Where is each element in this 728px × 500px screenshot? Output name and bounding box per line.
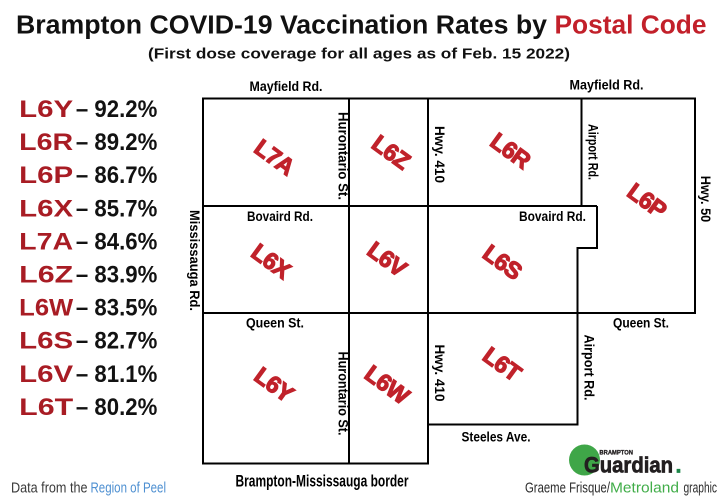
svg-text:.: .	[676, 453, 682, 478]
svg-text:Hurontario St.: Hurontario St.	[336, 352, 352, 436]
svg-text:L6Y: L6Y	[19, 96, 73, 123]
svg-text:L6Z: L6Z	[19, 262, 73, 289]
svg-text:Airport Rd.: Airport Rd.	[586, 124, 602, 180]
svg-text:– 80.2%: – 80.2%	[76, 394, 158, 421]
svg-text:– 84.6%: – 84.6%	[76, 228, 158, 255]
svg-text:L7A: L7A	[19, 228, 73, 255]
svg-text:Postal Code: Postal Code	[555, 10, 707, 40]
svg-text:– 81.1%: – 81.1%	[76, 361, 158, 388]
svg-text:– 83.5%: – 83.5%	[76, 295, 158, 322]
svg-text:– 82.7%: – 82.7%	[76, 328, 158, 355]
svg-text:Brampton-Mississauga border: Brampton-Mississauga border	[236, 473, 409, 491]
svg-text:Bovaird Rd.: Bovaird Rd.	[519, 209, 586, 224]
svg-text:Hurontario St.: Hurontario St.	[336, 112, 352, 200]
svg-text:Airport Rd.: Airport Rd.	[582, 335, 598, 401]
svg-text:– 85.7%: – 85.7%	[76, 195, 158, 222]
svg-text:Mayfield Rd.: Mayfield Rd.	[250, 79, 323, 94]
svg-text:Hwy. 50: Hwy. 50	[698, 176, 714, 223]
svg-text:Mayfield Rd.: Mayfield Rd.	[570, 78, 644, 93]
svg-text:– 92.2%: – 92.2%	[76, 96, 158, 123]
svg-text:Hwy. 410: Hwy. 410	[432, 126, 448, 183]
svg-text:L6V: L6V	[19, 361, 74, 388]
svg-text:Graeme Frisque/: Graeme Frisque/	[525, 479, 611, 496]
svg-text:L6R: L6R	[19, 129, 73, 156]
svg-text:L6P: L6P	[19, 162, 73, 189]
svg-text:Metroland: Metroland	[610, 479, 679, 496]
svg-text:L6T: L6T	[19, 394, 73, 421]
svg-text:– 83.9%: – 83.9%	[76, 262, 158, 289]
svg-text:L6X: L6X	[19, 195, 74, 222]
svg-text:Bovaird Rd.: Bovaird Rd.	[247, 209, 313, 224]
svg-text:Region of Peel: Region of Peel	[91, 480, 167, 497]
svg-text:Queen St.: Queen St.	[246, 316, 304, 331]
svg-text:Queen St.: Queen St.	[613, 316, 669, 331]
svg-text:Mississauga Rd.: Mississauga Rd.	[187, 210, 203, 311]
svg-text:– 86.7%: – 86.7%	[76, 162, 158, 189]
svg-text:Hwy. 410: Hwy. 410	[432, 345, 448, 402]
svg-text:Steeles Ave.: Steeles Ave.	[462, 430, 531, 445]
svg-text:Guardian: Guardian	[584, 453, 673, 478]
svg-text:L6S: L6S	[19, 328, 73, 355]
svg-text:– 89.2%: – 89.2%	[76, 129, 158, 156]
svg-text:BRAMPTON: BRAMPTON	[599, 451, 633, 457]
svg-text:L6W: L6W	[19, 295, 74, 322]
svg-text:Brampton COVID-19 Vaccination: Brampton COVID-19 Vaccination Rates by	[16, 10, 547, 40]
svg-text:graphic: graphic	[684, 479, 718, 496]
svg-text:(First dose coverage for all a: (First dose coverage for all ages as of …	[148, 47, 570, 63]
svg-text:Data from the: Data from the	[11, 480, 88, 497]
